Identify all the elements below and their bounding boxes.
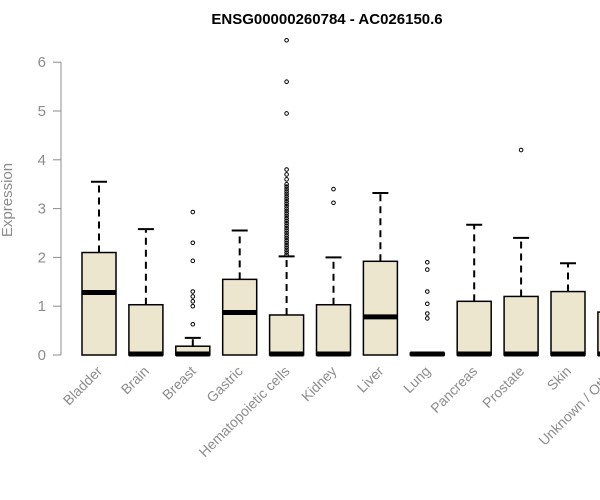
box-group bbox=[221, 229, 258, 356]
outlier-point bbox=[518, 147, 524, 153]
outlier-point bbox=[284, 213, 289, 219]
outlier-point bbox=[284, 206, 289, 211]
outlier-point bbox=[190, 258, 196, 264]
box-group bbox=[503, 147, 539, 357]
outlier-point bbox=[284, 198, 289, 204]
box-group bbox=[362, 191, 399, 356]
outlier-point bbox=[284, 233, 289, 238]
box-iqr bbox=[315, 303, 352, 356]
outlier-point bbox=[190, 321, 196, 327]
x-axis-tick-label: Lung bbox=[400, 363, 433, 396]
outlier-point bbox=[425, 316, 430, 321]
box-iqr bbox=[503, 295, 539, 356]
y-axis-tick-label: 2 bbox=[38, 249, 46, 266]
x-axis-tick-label: Skin bbox=[544, 363, 575, 394]
box-group bbox=[597, 311, 600, 357]
outlier-point bbox=[190, 299, 196, 304]
outlier-point bbox=[331, 186, 336, 192]
outlier-point bbox=[284, 79, 289, 85]
x-axis-tick-label: Liver bbox=[354, 363, 387, 396]
outlier-point bbox=[284, 194, 289, 199]
box-iqr bbox=[128, 303, 164, 356]
outlier-point bbox=[284, 225, 289, 231]
x-axis-tick-label: Brain bbox=[118, 363, 152, 397]
outlier-point bbox=[284, 181, 289, 187]
outlier-point bbox=[190, 209, 196, 215]
outlier-point bbox=[284, 201, 289, 207]
y-axis-tick-label: 3 bbox=[38, 201, 46, 218]
box-iqr bbox=[221, 278, 258, 356]
box-group bbox=[409, 259, 446, 357]
outlier-point bbox=[425, 311, 430, 316]
y-axis-tick-label: 4 bbox=[38, 152, 46, 169]
outlier-point bbox=[284, 191, 289, 197]
outlier-point bbox=[284, 208, 289, 214]
outlier-point bbox=[284, 250, 289, 255]
outlier-point bbox=[284, 245, 289, 250]
outlier-point bbox=[284, 220, 289, 226]
outlier-point bbox=[284, 211, 289, 216]
outlier-point bbox=[284, 247, 289, 253]
y-axis-tick-label: 1 bbox=[38, 298, 46, 315]
box-iqr bbox=[268, 314, 305, 356]
box-iqr bbox=[362, 260, 399, 356]
outlier-point bbox=[190, 289, 196, 294]
outlier-point bbox=[425, 289, 430, 294]
box-group bbox=[268, 37, 305, 357]
outlier-point bbox=[284, 252, 289, 258]
x-axis-tick-label: Breast bbox=[159, 363, 199, 403]
chart-title: ENSG00000260784 - AC026150.6 bbox=[211, 11, 442, 28]
outlier-point bbox=[284, 186, 289, 192]
outlier-point bbox=[284, 235, 289, 241]
x-axis-tick-label: Bladder bbox=[60, 363, 106, 409]
box-group bbox=[315, 186, 352, 357]
outlier-point bbox=[284, 37, 289, 43]
y-axis: 0 1 2 3 4 5 6 bbox=[38, 54, 62, 364]
y-axis-tick-label: 6 bbox=[38, 54, 46, 71]
outlier-point bbox=[190, 294, 196, 299]
y-axis-tick-label: 0 bbox=[38, 347, 46, 364]
box-iqr bbox=[550, 290, 586, 356]
y-axis-tick-label: 5 bbox=[38, 103, 46, 120]
outlier-point bbox=[284, 203, 289, 209]
x-axis-tick-label: Kidney bbox=[298, 363, 340, 405]
outlier-point bbox=[190, 303, 196, 309]
outlier-point bbox=[284, 216, 289, 221]
y-axis-label: Expression bbox=[0, 163, 16, 237]
x-axis-tick-label: Gastric bbox=[203, 363, 246, 406]
box-iqr bbox=[597, 311, 600, 356]
box-iqr bbox=[456, 300, 492, 356]
box-iqr bbox=[81, 251, 117, 356]
outlier-point bbox=[331, 200, 336, 206]
x-axis-tick-label: Hematopoietic cells bbox=[196, 363, 293, 460]
outlier-point bbox=[284, 230, 289, 236]
outlier-point bbox=[284, 218, 289, 224]
outlier-point bbox=[425, 301, 430, 307]
box-group bbox=[175, 209, 211, 357]
outlier-point bbox=[284, 172, 289, 177]
box-group bbox=[128, 228, 164, 357]
outlier-point bbox=[284, 111, 289, 116]
outlier-point bbox=[284, 242, 289, 248]
box-group bbox=[456, 223, 492, 357]
outlier-point bbox=[284, 167, 289, 172]
outlier-point bbox=[284, 238, 289, 243]
outlier-point bbox=[284, 184, 289, 189]
x-axis-tick-label: Prostate bbox=[479, 363, 527, 411]
outlier-point bbox=[284, 177, 289, 182]
box-group bbox=[81, 180, 117, 356]
x-axis-tick-label: Pancreas bbox=[427, 363, 480, 416]
outlier-point bbox=[284, 240, 289, 246]
outlier-point bbox=[425, 259, 430, 265]
outlier-point bbox=[284, 196, 289, 202]
outlier-point bbox=[190, 240, 196, 246]
outlier-point bbox=[284, 189, 289, 194]
outlier-point bbox=[284, 228, 289, 233]
box-series bbox=[81, 37, 600, 357]
outlier-point bbox=[425, 267, 430, 272]
box-group bbox=[550, 262, 586, 357]
outlier-point bbox=[284, 223, 289, 228]
